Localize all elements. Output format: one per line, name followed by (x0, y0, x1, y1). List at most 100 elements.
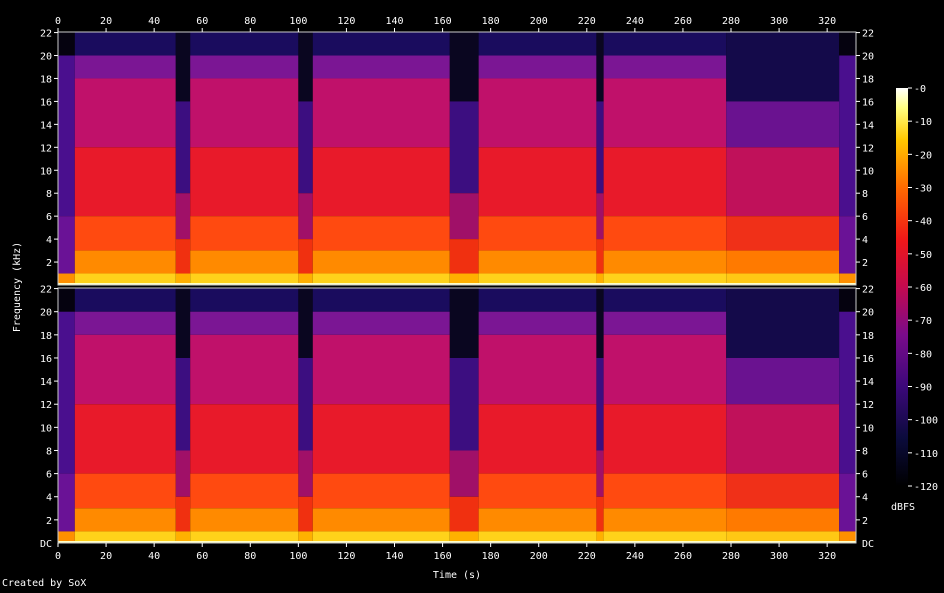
colorbar-tick-label: -100 (914, 416, 938, 427)
channel-2-segment-5-band-3 (312, 404, 450, 474)
channel-1-segment-6-band-1 (449, 101, 479, 194)
y-tick-label-left: 8 (46, 189, 52, 200)
channel-2-segment-11-band-1 (839, 311, 856, 474)
channel-2-segment-10-band-1 (726, 357, 840, 405)
x-axis-label: Time (s) (433, 570, 481, 581)
channel-2-segment-7-band-1 (478, 311, 597, 335)
channel-1-segment-1-band-5 (74, 250, 176, 274)
y-tick-label-left: 18 (40, 331, 52, 342)
y-tick-label-left: 18 (40, 74, 52, 85)
channel-1-frame (57, 31, 857, 286)
channel-2-segment-4-band-1 (298, 357, 313, 451)
channel-2-segment-7-band-4 (478, 473, 597, 509)
channel-1-segment-8-band-2 (596, 193, 604, 240)
channel-1-segment-9-band-0 (603, 32, 727, 56)
x-tick-label-bottom: 200 (530, 551, 548, 562)
channel-2-segment-2-band-0 (175, 288, 191, 358)
x-tick-label-top: 260 (674, 16, 692, 27)
x-tick-label-top: 140 (385, 16, 403, 27)
channel-2-segment-1-band-2 (74, 334, 176, 405)
y-tick-label-right: 8 (862, 189, 868, 200)
channel-2-segment-1-band-0 (74, 288, 176, 312)
colorbar-label: dBFS (891, 502, 915, 513)
channel-1-segment-3-band-0 (190, 32, 299, 56)
channel-2-segment-5-band-6 (312, 531, 450, 543)
channel-2-segment-5-band-2 (312, 334, 450, 405)
x-tick-label-top: 320 (818, 16, 836, 27)
x-tick-label-top: 0 (55, 16, 61, 27)
x-tick-label-bottom: 140 (385, 551, 403, 562)
y-tick-label-right: 6 (862, 470, 868, 481)
channel-1-segment-3-band-6 (190, 273, 299, 285)
channel-1-segment-10-band-2 (726, 147, 840, 217)
x-tick-label-bottom: 280 (722, 551, 740, 562)
channel-1-segment-4-band-2 (298, 193, 313, 240)
channel-2-segment-0-band-3 (58, 531, 75, 543)
x-tick-label-top: 240 (626, 16, 644, 27)
channel-1-segment-4-band-0 (298, 32, 313, 102)
y-tick-label-left: 4 (46, 235, 52, 246)
y-tick-label-right: 10 (862, 423, 874, 434)
channel-1-segment-9-band-6 (603, 273, 727, 285)
y-tick-label-right: 4 (862, 493, 868, 504)
channel-2-segment-9-band-3 (603, 404, 727, 474)
channel-1-segment-7-band-2 (478, 78, 597, 148)
channel-1-segment-8-band-3 (596, 239, 604, 274)
x-tick-label-top: 200 (530, 16, 548, 27)
channel-2-segment-3-band-3 (190, 404, 299, 474)
x-tick-label-bottom: 260 (674, 551, 692, 562)
channel-1-segment-6-band-4 (449, 273, 479, 285)
channel-2-frame (57, 287, 857, 544)
x-tick-label-bottom: 100 (289, 551, 307, 562)
channel-1-segment-8-band-4 (596, 273, 604, 285)
channel-1-segment-2-band-0 (175, 32, 191, 102)
channel-2-segment-11-band-2 (839, 473, 856, 532)
channel-2-segment-6-band-4 (449, 531, 479, 543)
channel-1-segment-1-band-1 (74, 55, 176, 79)
channel-2-segment-3-band-0 (190, 288, 299, 312)
channel-2-segment-2-band-4 (175, 531, 191, 543)
channel-1-segment-1-band-4 (74, 216, 176, 251)
y-tick-label-right: 16 (862, 354, 874, 365)
y-dc-label-left: DC (40, 539, 52, 550)
y-tick-label-left: 12 (40, 143, 52, 154)
channel-1-segment-7-band-5 (478, 250, 597, 274)
channel-2-segment-3-band-6 (190, 531, 299, 543)
channel-2-segment-8-band-0 (596, 288, 604, 358)
y-tick-label-left: 2 (46, 516, 52, 527)
colorbar-tick-label: -30 (914, 184, 932, 195)
y-tick-label-right: 2 (862, 516, 868, 527)
channel-2-segment-0-band-1 (58, 311, 75, 474)
channel-2-segment-5-band-4 (312, 473, 450, 509)
channel-1-segment-0-band-3 (58, 273, 75, 285)
channel-1-dc-line (58, 283, 856, 285)
channel-2-segment-0-band-0 (58, 288, 75, 312)
channel-1-segment-4-band-4 (298, 273, 313, 285)
channel-2-segment-3-band-5 (190, 508, 299, 532)
channel-2-segment-3-band-2 (190, 334, 299, 405)
x-tick-label-top: 80 (244, 16, 256, 27)
channel-1-segment-10-band-4 (726, 250, 840, 274)
channel-1-segment-1-band-3 (74, 147, 176, 217)
y-tick-label-left: 22 (40, 285, 52, 296)
x-tick-label-bottom: 180 (482, 551, 500, 562)
channel-1-segment-7-band-3 (478, 147, 597, 217)
channel-2-segment-10-band-5 (726, 531, 840, 543)
channel-1-segment-10-band-5 (726, 273, 840, 285)
channel-2-segment-4-band-2 (298, 450, 313, 497)
channel-2-segment-2-band-1 (175, 357, 191, 451)
x-tick-label-top: 180 (482, 16, 500, 27)
channel-1-segment-6-band-3 (449, 239, 479, 274)
colorbar-tick-label: -120 (914, 482, 938, 493)
y-tick-label-left: 16 (40, 97, 52, 108)
channel-2-segment-2-band-3 (175, 496, 191, 532)
colorbar (896, 88, 908, 486)
channel-1-segment-7-band-4 (478, 216, 597, 251)
channel-2-segment-7-band-0 (478, 288, 597, 312)
channel-2-segment-1-band-1 (74, 311, 176, 335)
y-tick-label-left: 6 (46, 470, 52, 481)
y-tick-label-right: 2 (862, 258, 868, 269)
channel-2-segment-8-band-3 (596, 496, 604, 532)
channel-1-segment-2-band-2 (175, 193, 191, 240)
y-tick-label-right: 14 (862, 377, 874, 388)
